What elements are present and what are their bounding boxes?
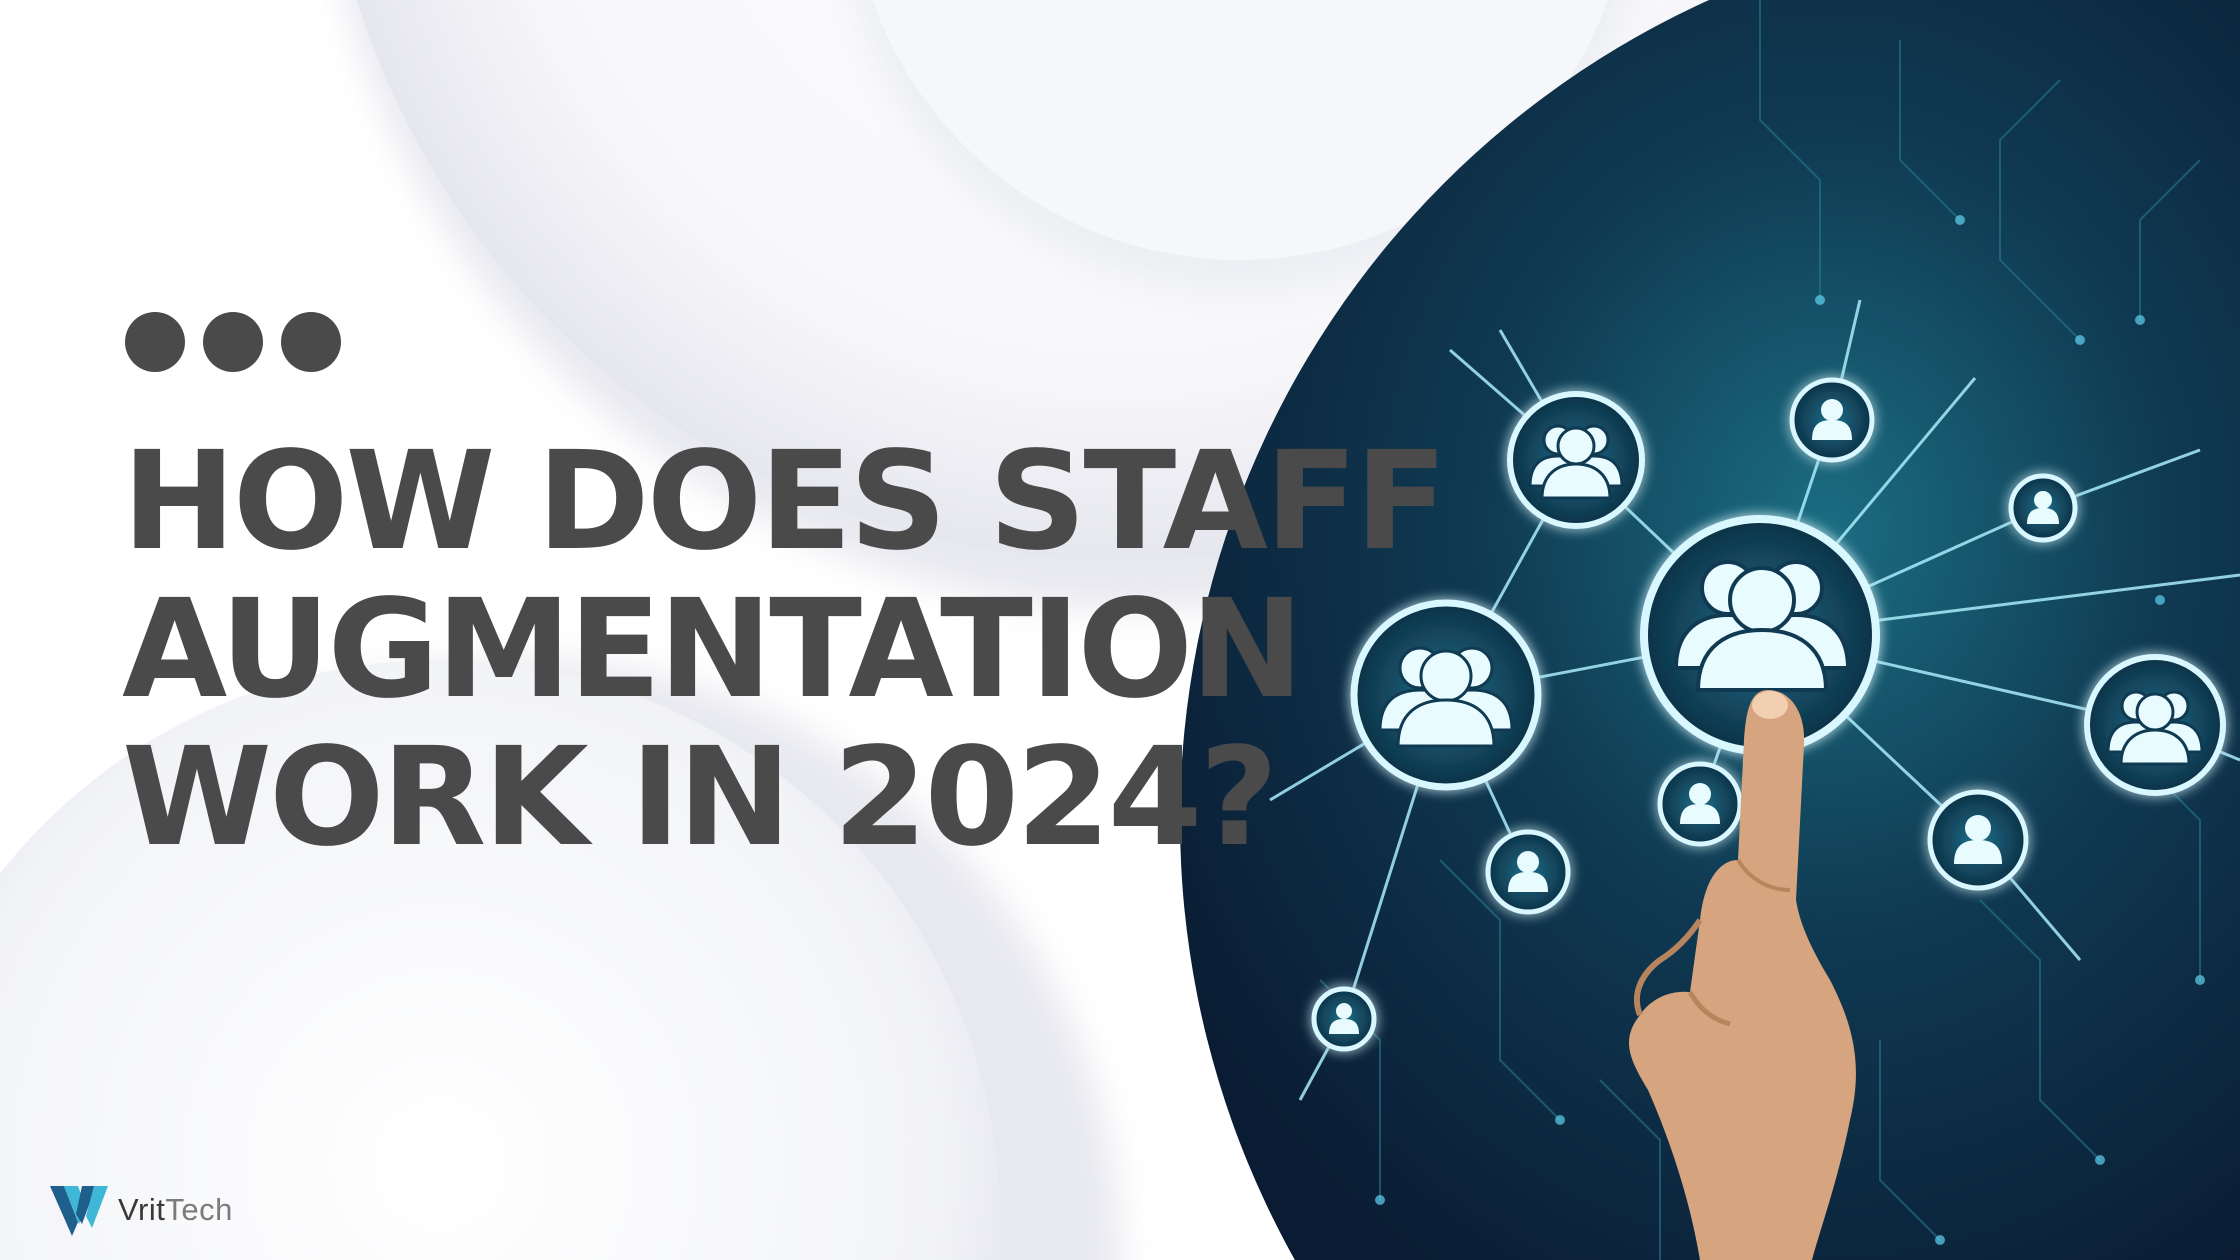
headline-line-3: WORK IN 2024? — [122, 719, 1278, 877]
dot — [125, 312, 185, 372]
vrittech-logo-mark — [50, 1186, 108, 1236]
user-icon — [1485, 829, 1571, 915]
user-icon — [2008, 473, 2078, 543]
user-icon — [1927, 789, 2029, 891]
dot — [281, 312, 341, 372]
headline-line-1: HOW DOES STAFF — [122, 423, 1448, 581]
user-group-icon — [1507, 391, 1645, 529]
user-group-icon — [2084, 654, 2226, 796]
user-icon — [1789, 377, 1875, 463]
user-icon — [1311, 986, 1377, 1052]
headline-line-2: AUGMENTATION — [122, 571, 1304, 729]
brand-name-part1: Vrit — [118, 1192, 166, 1227]
user-group-icon — [1350, 599, 1542, 791]
headline: HOW DOES STAFF AUGMENTATION WORK IN 2024… — [122, 423, 1448, 877]
network-nodes — [1311, 377, 2226, 1052]
brand-logo: VritTech — [48, 1180, 233, 1240]
dot — [203, 312, 263, 372]
brand-name-part2: Tech — [165, 1192, 233, 1227]
user-icon — [1657, 761, 1743, 847]
ellipsis-dots — [125, 312, 341, 372]
brand-name: VritTech — [118, 1192, 233, 1228]
pointing-hand — [1628, 690, 1856, 1260]
